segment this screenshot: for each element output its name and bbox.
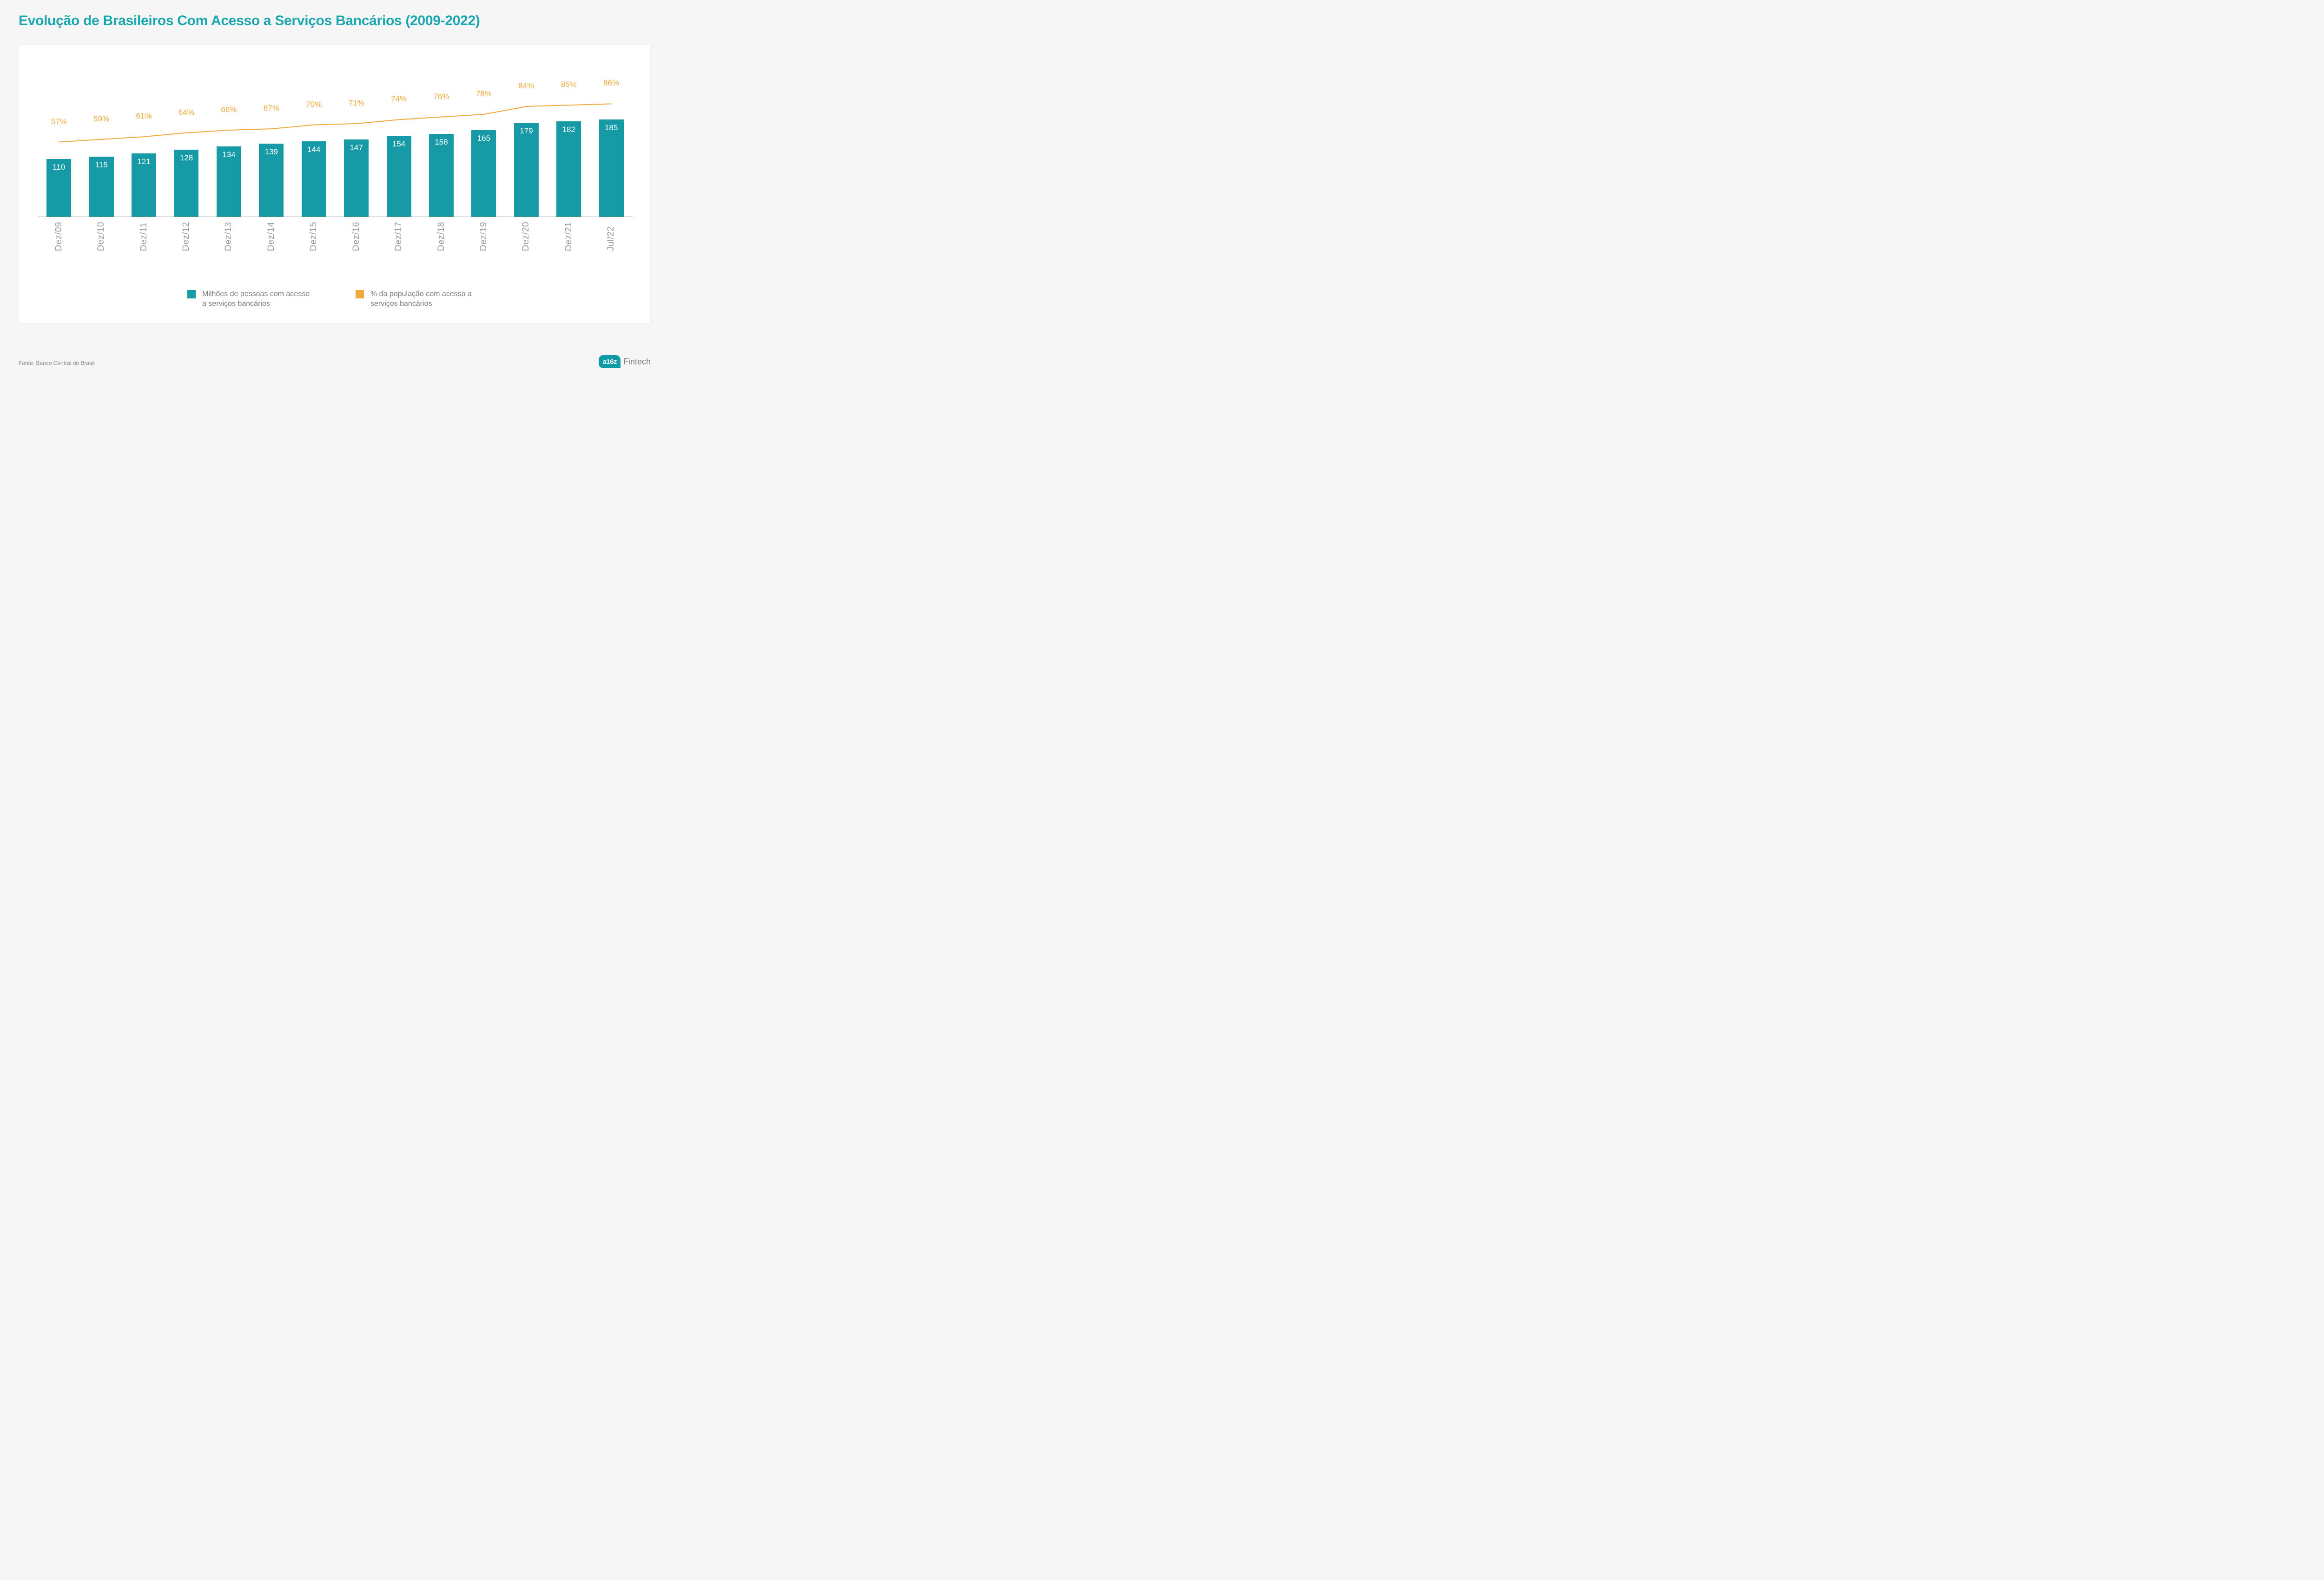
bar: 185: [599, 119, 624, 217]
percent-label: 86%: [590, 79, 632, 88]
percent-label: 71%: [335, 99, 377, 108]
percent-label: 67%: [250, 104, 292, 113]
legend-swatch-line: [356, 290, 364, 298]
bar-slot: 12161%: [123, 153, 165, 217]
bar: 147: [344, 139, 369, 217]
x-tick: Jul/22: [590, 222, 632, 251]
x-tick: Dez/20: [505, 222, 548, 251]
percent-label: 66%: [208, 105, 250, 114]
percent-label: 64%: [165, 108, 207, 117]
bar: 139: [259, 144, 284, 217]
bar-slot: 13466%: [208, 146, 250, 217]
bar: 182: [556, 121, 581, 217]
bar-value-label: 154: [387, 139, 411, 149]
percent-label: 76%: [420, 92, 462, 101]
bar-slot: 11559%: [80, 157, 122, 217]
bar-value-label: 121: [132, 157, 156, 166]
bar: 110: [46, 159, 71, 217]
legend-item-line: % da população com acesso a serviços ban…: [356, 289, 482, 309]
percent-label: 70%: [293, 100, 335, 109]
bar-slot: 16578%: [462, 130, 505, 217]
bar-value-label: 115: [89, 160, 114, 170]
bar-slot: 12864%: [165, 150, 207, 217]
bar-value-label: 147: [344, 143, 369, 152]
percent-label: 61%: [123, 112, 165, 121]
bar-slot: 18285%: [548, 121, 590, 217]
bar-slot: 15876%: [420, 134, 462, 217]
bar-slot: 11057%: [38, 159, 80, 217]
brand-logo: a16z Fintech: [599, 355, 651, 368]
x-tick: Dez/15: [293, 222, 335, 251]
x-tick: Dez/21: [548, 222, 590, 251]
bar-value-label: 110: [46, 163, 71, 172]
legend-label-line: % da população com acesso a serviços ban…: [370, 289, 482, 309]
percent-label: 59%: [80, 114, 122, 124]
bar: 179: [514, 123, 539, 217]
logo-badge: a16z: [599, 355, 621, 368]
bar-value-label: 134: [217, 150, 241, 159]
x-tick: Dez/19: [462, 222, 505, 251]
bar-value-label: 158: [429, 138, 454, 147]
legend: Milhões de pessoas com acesso a serviços…: [19, 289, 650, 309]
bar-slot: 18586%: [590, 119, 632, 217]
percent-label: 84%: [505, 81, 548, 91]
x-tick: Dez/13: [208, 222, 250, 251]
plot-area: 11057%11559%12161%12864%13466%13967%1447…: [38, 59, 633, 217]
bar-slot: 14470%: [293, 141, 335, 217]
bar-value-label: 185: [599, 123, 624, 132]
legend-swatch-bars: [187, 290, 196, 298]
logo-suffix: Fintech: [623, 357, 651, 367]
percent-label: 85%: [548, 80, 590, 89]
bar: 158: [429, 134, 454, 217]
bar-value-label: 182: [556, 125, 581, 134]
bar-slot: 15474%: [377, 136, 420, 217]
legend-item-bars: Milhões de pessoas com acesso a serviços…: [187, 289, 314, 309]
bar: 128: [174, 150, 198, 217]
x-tick: Dez/18: [420, 222, 462, 251]
percent-label: 57%: [38, 117, 80, 126]
chart-card: 11057%11559%12161%12864%13466%13967%1447…: [19, 45, 651, 324]
legend-label-bars: Milhões de pessoas com acesso a serviços…: [202, 289, 314, 309]
bar: 121: [132, 153, 156, 217]
bar-value-label: 165: [471, 134, 496, 143]
x-tick: Dez/14: [250, 222, 292, 251]
x-axis-labels: Dez/09Dez/10Dez/11Dez/12Dez/13Dez/14Dez/…: [38, 222, 633, 251]
x-tick: Dez/17: [377, 222, 420, 251]
bar-slot: 13967%: [250, 144, 292, 217]
source-note: Fonte: Banco Central do Brasil: [19, 360, 94, 366]
chart-title: Evolução de Brasileiros Com Acesso a Ser…: [19, 13, 480, 29]
bar: 134: [217, 146, 241, 217]
x-tick: Dez/10: [80, 222, 122, 251]
x-tick: Dez/12: [165, 222, 207, 251]
bar-value-label: 144: [302, 145, 326, 154]
bar: 154: [387, 136, 411, 217]
bar: 165: [471, 130, 496, 217]
percent-label: 74%: [377, 94, 420, 104]
x-tick: Dez/11: [123, 222, 165, 251]
bar-value-label: 139: [259, 147, 284, 157]
bar: 144: [302, 141, 326, 217]
bar: 115: [89, 157, 114, 217]
percent-label: 78%: [462, 89, 505, 99]
bar-slot: 14771%: [335, 139, 377, 217]
bar-slot: 17984%: [505, 123, 548, 217]
bar-value-label: 179: [514, 126, 539, 136]
x-tick: Dez/09: [38, 222, 80, 251]
bar-value-label: 128: [174, 153, 198, 163]
x-tick: Dez/16: [335, 222, 377, 251]
